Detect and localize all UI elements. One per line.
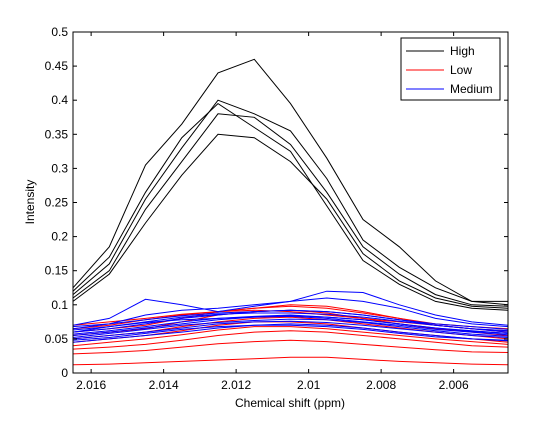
y-tick-label: 0 [61, 366, 68, 380]
legend-label-medium: Medium [450, 82, 493, 96]
x-axis-label: Chemical shift (ppm) [235, 396, 345, 410]
series-line-medium-11 [72, 312, 509, 332]
y-tick-label: 0.45 [45, 59, 69, 73]
x-tick-label: 2.016 [76, 378, 106, 392]
y-tick-label: 0.5 [51, 25, 68, 39]
legend: High Low Medium [400, 37, 501, 101]
series-layer [72, 58, 509, 366]
series-line-medium-6 [72, 323, 509, 343]
legend-box [400, 37, 501, 101]
series-line-low-8 [72, 356, 509, 366]
series-line-high-4 [72, 133, 509, 309]
series-line-medium-9 [72, 309, 509, 330]
series-line-high-2 [72, 99, 509, 306]
legend-label-low: Low [450, 63, 472, 77]
y-tick-label: 0.1 [51, 298, 68, 312]
series-line-low-6 [72, 330, 509, 350]
x-tick-label: 2.006 [439, 378, 469, 392]
series-line-medium-8 [72, 318, 509, 338]
series-line-medium-5 [72, 320, 509, 340]
x-tick-label: 2.01 [297, 378, 321, 392]
y-tick-label: 0.2 [51, 230, 68, 244]
y-axis-label: Intensity [23, 180, 37, 225]
y-tick-label: 0.4 [51, 93, 68, 107]
x-tick-label: 2.008 [366, 378, 396, 392]
x-axis: 2.016 2.014 2.012 2.01 2.008 2.006 [76, 32, 469, 392]
series-line-high-1 [72, 58, 508, 302]
y-tick-label: 0.25 [45, 196, 69, 210]
series-line-medium-12 [72, 315, 509, 335]
series-line-low-5 [72, 326, 509, 347]
series-line-medium-10 [72, 324, 509, 341]
series-line-high-3 [72, 113, 509, 307]
series-line-medium-4 [72, 315, 509, 336]
y-axis: 0 0.05 0.1 0.15 0.2 0.25 0.3 0.35 0.4 0.45 0.5 [45, 25, 508, 380]
y-tick-label: 0.05 [45, 332, 69, 346]
y-tick-label: 0.3 [51, 161, 68, 175]
series-line-low-7 [72, 339, 509, 355]
y-tick-label: 0.15 [45, 264, 69, 278]
series-line-medium-2 [72, 297, 509, 330]
x-tick-label: 2.014 [149, 378, 179, 392]
x-tick-label: 2.012 [221, 378, 251, 392]
legend-label-high: High [450, 44, 475, 58]
series-line-high-5 [72, 102, 509, 311]
y-tick-label: 0.35 [45, 127, 69, 141]
